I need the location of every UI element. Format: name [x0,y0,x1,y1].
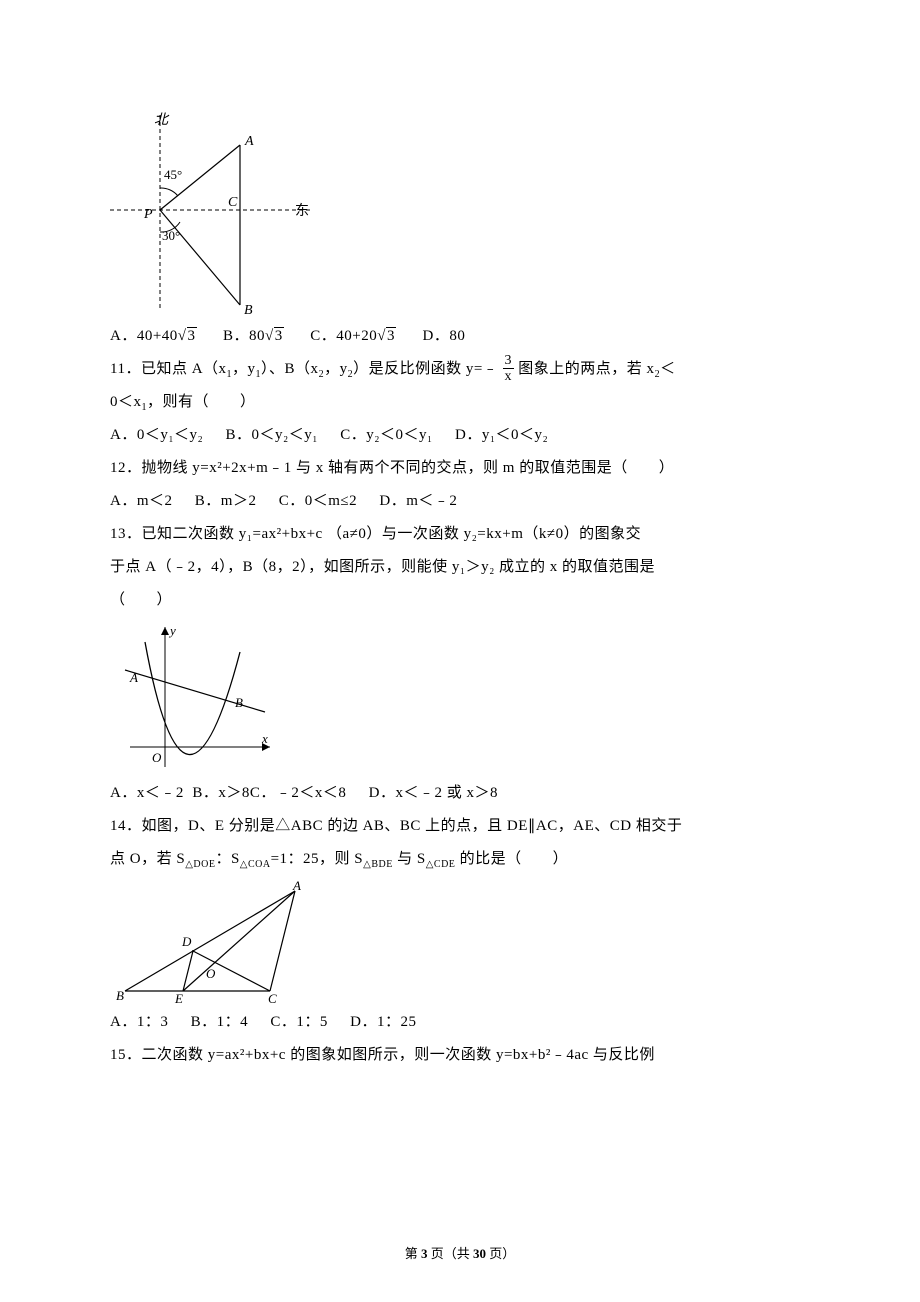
c-label: C [228,195,238,210]
q12-choice-d: D．m＜﹣2 [379,493,457,509]
parabola-line-graph: y x O A B [110,617,280,777]
sqrt-icon: √3 [178,320,197,353]
q12-choice-a: A．m＜2 [110,493,173,509]
q13-choices: A．x＜﹣2 B．x＞8C．﹣2＜x＜8 D．x＜﹣2 或 x＞8 [110,777,810,810]
c-label: C [268,991,277,1006]
north-label: 北 [154,112,170,128]
q14-choice-b: B．1：4 [191,1014,249,1030]
a-label: A [244,134,254,149]
q10-figure: 北 东 P A B C 45° 30° [110,110,810,320]
q13-choice-c: C．﹣2＜x＜8 [250,785,347,801]
a-label: A [292,878,301,893]
q11-text: ）是反比例函数 y=﹣ [353,361,498,377]
x-axis-label: x [261,731,268,746]
q11-text: ，y [232,361,256,377]
q11-text: 图象上的两点，若 x [518,361,654,377]
footer-text: 页） [486,1246,515,1261]
q10-choices: A．40+40√3 B．80√3 C．40+20√3 D．80 [110,320,810,353]
point-a-label: A [129,670,138,685]
q11-stem-line1: 11．已知点 A（x1，y1）、B（x2，y2）是反比例函数 y=﹣ 3x 图象… [110,353,810,386]
e-label: E [174,991,183,1006]
q10-choice-c: C．40+20 [310,328,377,344]
q10-choice-b: B．80 [223,328,265,344]
q14-choice-c: C．1：5 [270,1014,328,1030]
page-footer: 第 3 页（共 30 页） [0,1243,920,1262]
compass-diagram: 北 东 P A B C 45° 30° [110,110,320,320]
page: 北 东 P A B C 45° 30° A．40+40√3 B．80√3 C．4… [0,0,920,1302]
q12-stem: 12．抛物线 y=x²+2x+m﹣1 与 x 轴有两个不同的交点，则 m 的取值… [110,452,810,485]
fraction: 3x [503,353,515,385]
b-label: B [116,988,124,1003]
q11-choice-d: D．y₁＜0＜y₂ [455,427,548,443]
q13-text: 13．已知二次函数 [110,526,235,542]
q11-choice-b: B．0＜y₂＜y₁ [226,427,318,443]
q13-text: （a≠0）与一次函数 y₂=kx+m（k≠0）的图象交 [327,526,641,542]
q11-text: ，y [324,361,348,377]
east-label: 东 [295,203,309,219]
q11-text: ＜ [660,361,676,377]
q12-choices: A．m＜2 B．m＞2 C．0＜m≤2 D．m＜﹣2 [110,485,810,518]
q11-choice-c: C．y₂＜0＜y₁ [340,427,432,443]
q13-choice-b: B．x＞8 [192,785,250,801]
footer-text: 第 [405,1246,421,1261]
sqrt-icon: √3 [265,320,284,353]
q14-line2: 点 O，若 S△DOE：S△COA=1：25，则 S△BDE 与 S△CDE 的… [110,843,810,876]
q12-choice-b: B．m＞2 [195,493,257,509]
d-label: D [181,934,192,949]
q11-text: ，则有（ ） [147,394,256,410]
q14-line1: 14．如图，D、E 分别是△ABC 的边 AB、BC 上的点，且 DE∥AC，A… [110,810,810,843]
q14-choice-a: A．1：3 [110,1014,168,1030]
footer-text: 页（共 [427,1246,473,1261]
angle-45: 45° [164,167,182,182]
q13-figure: y x O A B [110,617,810,777]
q13-choice-a: A．x＜﹣2 [110,785,184,801]
total-pages: 30 [473,1246,486,1261]
b-label: B [244,303,253,318]
q13-eq: y₁=ax²+bx+c [239,526,323,542]
o-label: O [206,966,216,981]
q10-choice-a: A．40+40 [110,328,178,344]
q11-choice-a: A．0＜y₁＜y₂ [110,427,203,443]
y-axis-label: y [168,623,176,638]
p-label: P [143,207,153,222]
q13-line2: 于点 A（﹣2，4），B（8，2），如图所示，则能使 y₁＞y₂ 成立的 x 的… [110,551,810,584]
q12-choice-c: C．0＜m≤2 [279,493,357,509]
angle-30: 30° [162,228,180,243]
q13-line3: （ ） [110,584,810,617]
q10-choice-d: D．80 [422,328,465,344]
sqrt-icon: √3 [377,320,396,353]
q13-line1: 13．已知二次函数 y₁=ax²+bx+c （a≠0）与一次函数 y₂=kx+m… [110,518,810,551]
origin-label: O [152,750,162,765]
q11-text: 11．已知点 A（x [110,361,227,377]
q14-figure: A B C D E O [110,876,810,1006]
triangle-diagram: A B C D E O [110,876,330,1006]
q13-choice-d: D．x＜﹣2 或 x＞8 [369,785,498,801]
point-b-label: B [235,695,243,710]
q14-choices: A．1：3 B．1：4 C．1：5 D．1：25 [110,1006,810,1039]
q11-stem-line2: 0＜x1，则有（ ） [110,386,810,419]
q11-choices: A．0＜y₁＜y₂ B．0＜y₂＜y₁ C．y₂＜0＜y₁ D．y₁＜0＜y₂ [110,419,810,452]
q14-choice-d: D．1：25 [350,1014,416,1030]
q11-text: ）、B（x [261,361,319,377]
q11-text: 0＜x [110,394,142,410]
q15-line1: 15．二次函数 y=ax²+bx+c 的图象如图所示，则一次函数 y=bx+b²… [110,1039,810,1072]
